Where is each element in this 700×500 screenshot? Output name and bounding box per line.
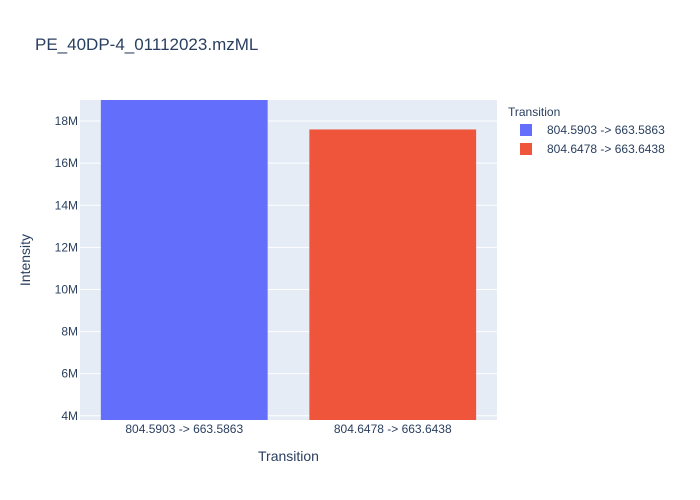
y-tick-label: 10M: [55, 282, 78, 296]
x-axis-ticks: 804.5903 -> 663.5863 804.6478 -> 663.6438: [125, 422, 452, 436]
bars: [100, 100, 477, 420]
bar[interactable]: [309, 129, 477, 420]
x-tick-label: 804.5903 -> 663.5863: [125, 422, 243, 436]
y-axis-ticks: 4M 6M 8M 10M 12M 14M 16M 18M: [55, 114, 78, 423]
legend-swatch[interactable]: [520, 143, 532, 155]
chart-title: PE_40DP-4_01112023.mzML: [35, 35, 258, 54]
y-tick-label: 18M: [55, 114, 78, 128]
legend-label[interactable]: 804.5903 -> 663.5863: [547, 123, 665, 137]
x-tick-label: 804.6478 -> 663.6438: [334, 422, 452, 436]
y-axis-title: Intensity: [17, 234, 33, 286]
legend: Transition 804.5903 -> 663.5863 804.6478 …: [508, 105, 665, 156]
legend-label[interactable]: 804.6478 -> 663.6438: [547, 142, 665, 156]
legend-swatch[interactable]: [520, 124, 532, 136]
x-axis-title: Transition: [258, 448, 319, 464]
y-tick-label: 14M: [55, 198, 78, 212]
y-tick-label: 4M: [61, 409, 78, 423]
legend-title: Transition: [508, 105, 560, 119]
y-tick-label: 6M: [61, 367, 78, 381]
y-tick-label: 12M: [55, 240, 78, 254]
bar[interactable]: [100, 100, 268, 420]
y-tick-label: 8M: [61, 325, 78, 339]
y-tick-label: 16M: [55, 156, 78, 170]
